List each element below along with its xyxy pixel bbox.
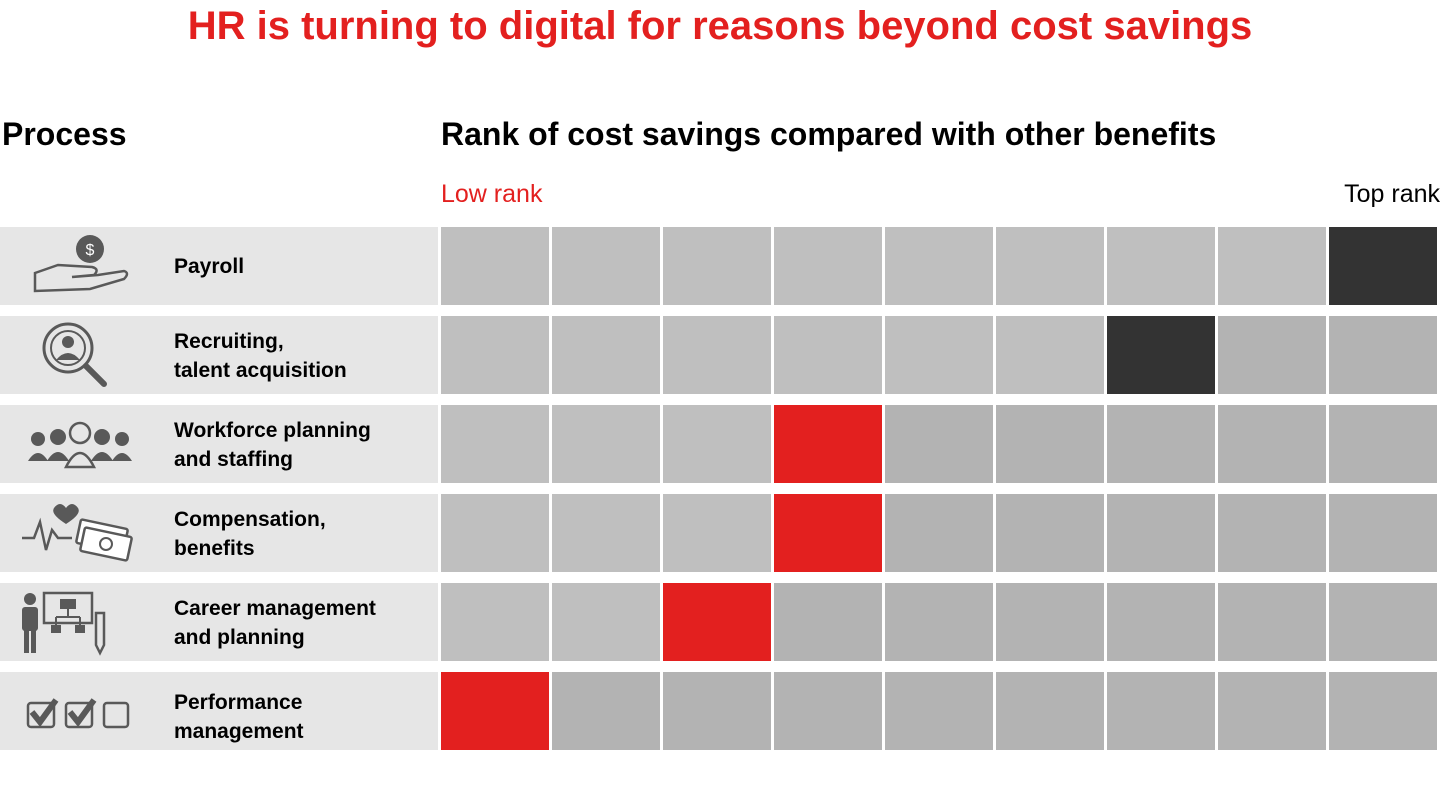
grid-cell bbox=[885, 405, 993, 483]
grid-cell bbox=[552, 672, 660, 750]
grid-cell bbox=[441, 494, 549, 572]
grid-cell bbox=[1218, 405, 1326, 483]
row-label-performance: Performance management bbox=[174, 691, 304, 743]
grid-cell bbox=[885, 316, 993, 394]
rank-marker-cell bbox=[1329, 227, 1437, 305]
grid-cell bbox=[663, 227, 771, 305]
grid-cell bbox=[774, 672, 882, 750]
grid-cell bbox=[552, 316, 660, 394]
grid-cell bbox=[1218, 583, 1326, 661]
row-label-recruiting: Recruiting, talent acquisition bbox=[174, 330, 347, 382]
grid-cell bbox=[663, 405, 771, 483]
row-label-career: Career management and planning bbox=[174, 597, 376, 649]
grid-cell bbox=[663, 672, 771, 750]
grid-cell bbox=[552, 405, 660, 483]
grid-cell bbox=[1218, 227, 1326, 305]
rank-header: Rank of cost savings compared with other… bbox=[441, 116, 1217, 152]
rank-marker-cell bbox=[774, 405, 882, 483]
grid-cell bbox=[1218, 494, 1326, 572]
grid-cell bbox=[1329, 672, 1437, 750]
magnifier-person-icon bbox=[42, 322, 107, 387]
grid-cell bbox=[1107, 672, 1215, 750]
grid-cell bbox=[441, 583, 549, 661]
checkboxes-icon bbox=[26, 698, 130, 729]
grid-cell bbox=[552, 583, 660, 661]
grid-cell bbox=[663, 316, 771, 394]
grid-cell bbox=[1107, 227, 1215, 305]
grid-cell bbox=[885, 672, 993, 750]
rank-marker-cell bbox=[663, 583, 771, 661]
grid-cell bbox=[885, 583, 993, 661]
row-label-workforce: Workforce planning and staffing bbox=[174, 419, 371, 471]
group-people-icon bbox=[28, 421, 132, 469]
grid-cell bbox=[1107, 405, 1215, 483]
grid-cell bbox=[441, 405, 549, 483]
grid-cell bbox=[1218, 316, 1326, 394]
low-rank-label: Low rank bbox=[441, 180, 543, 208]
grid-cell bbox=[441, 316, 549, 394]
grid-cell bbox=[774, 227, 882, 305]
rank-marker-cell bbox=[441, 672, 549, 750]
grid-cell bbox=[441, 227, 549, 305]
grid-cell bbox=[1329, 405, 1437, 483]
svg-text:$: $ bbox=[86, 242, 95, 259]
grid-cell bbox=[996, 227, 1104, 305]
chart-title: HR is turning to digital for reasons bey… bbox=[187, 4, 1253, 48]
row-label-payroll: Payroll bbox=[174, 255, 245, 278]
grid-cell bbox=[663, 494, 771, 572]
hand-dollar-icon: $ bbox=[33, 235, 129, 293]
top-rank-label: Top rank bbox=[1344, 180, 1440, 208]
heartbeat-money-icon bbox=[22, 504, 133, 562]
grid-cell bbox=[996, 672, 1104, 750]
process-header: Process bbox=[2, 116, 127, 152]
grid-cell bbox=[1107, 494, 1215, 572]
grid-cell bbox=[1329, 316, 1437, 394]
grid-cell bbox=[996, 405, 1104, 483]
grid-cell bbox=[552, 494, 660, 572]
person-orgchart-icon bbox=[22, 591, 106, 656]
grid-cell bbox=[1107, 583, 1215, 661]
row-background bbox=[0, 405, 438, 483]
grid-cell bbox=[774, 316, 882, 394]
grid-cell bbox=[1329, 583, 1437, 661]
grid-cell bbox=[774, 583, 882, 661]
grid-cell bbox=[996, 494, 1104, 572]
grid-cell bbox=[885, 494, 993, 572]
grid-cell bbox=[996, 583, 1104, 661]
grid-cell bbox=[1329, 494, 1437, 572]
grid-cell bbox=[552, 227, 660, 305]
row-label-compensation: Compensation, benefits bbox=[174, 508, 326, 560]
grid-cell bbox=[1218, 672, 1326, 750]
grid-cell bbox=[885, 227, 993, 305]
rank-marker-cell bbox=[774, 494, 882, 572]
rank-marker-cell bbox=[1107, 316, 1215, 394]
grid-cell bbox=[996, 316, 1104, 394]
